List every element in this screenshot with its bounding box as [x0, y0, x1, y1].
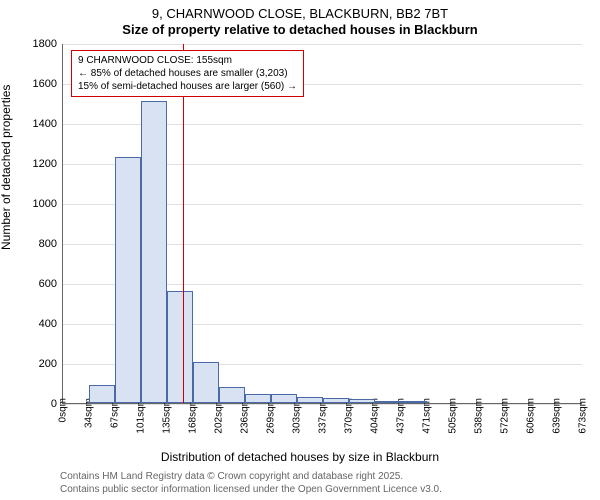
- chart-title-1: 9, CHARNWOOD CLOSE, BLACKBURN, BB2 7BT: [0, 6, 600, 21]
- x-tick-label: 236sqm: [240, 398, 251, 434]
- x-tick-label: 370sqm: [344, 398, 355, 434]
- histogram-bar: [167, 291, 193, 403]
- y-tick-label: 1800: [33, 38, 63, 50]
- annotation-line: ← 85% of detached houses are smaller (3,…: [78, 67, 297, 80]
- y-axis-label: Number of detached properties: [0, 85, 13, 250]
- x-tick-label: 269sqm: [266, 398, 277, 434]
- y-tick-label: 1000: [33, 198, 63, 210]
- histogram-bar: [271, 394, 297, 403]
- annotation-box: 9 CHARNWOOD CLOSE: 155sqm← 85% of detach…: [71, 50, 304, 97]
- plot-area: 0200400600800100012001400160018000sqm34s…: [62, 44, 582, 404]
- histogram-bar: [115, 157, 141, 403]
- grid-line: [63, 44, 582, 45]
- x-tick-label: 572sqm: [500, 398, 511, 434]
- x-tick-label: 168sqm: [188, 398, 199, 434]
- credits-line-2: Contains public sector information licen…: [60, 483, 442, 496]
- y-tick-label: 600: [39, 278, 63, 290]
- annotation-line: 15% of semi-detached houses are larger (…: [78, 80, 297, 93]
- x-tick-label: 337sqm: [318, 398, 329, 434]
- histogram-bar: [375, 401, 401, 403]
- x-tick-label: 673sqm: [578, 398, 589, 434]
- histogram-bar: [245, 394, 271, 403]
- x-tick-label: 505sqm: [448, 398, 459, 434]
- x-tick-label: 101sqm: [136, 398, 147, 434]
- x-tick-label: 135sqm: [162, 398, 173, 434]
- histogram-bar: [349, 399, 375, 403]
- chart-title-2: Size of property relative to detached ho…: [0, 22, 600, 37]
- annotation-line: 9 CHARNWOOD CLOSE: 155sqm: [78, 54, 297, 67]
- y-tick-label: 1400: [33, 118, 63, 130]
- chart-container: 9, CHARNWOOD CLOSE, BLACKBURN, BB2 7BT S…: [0, 0, 600, 500]
- histogram-bar: [89, 385, 115, 403]
- credits-text: Contains HM Land Registry data © Crown c…: [60, 470, 442, 496]
- histogram-bar: [141, 101, 167, 403]
- y-tick-label: 1600: [33, 78, 63, 90]
- histogram-bar: [297, 397, 323, 403]
- x-tick-label: 538sqm: [474, 398, 485, 434]
- x-tick-label: 471sqm: [422, 398, 433, 434]
- histogram-bar: [323, 398, 349, 403]
- x-tick-label: 606sqm: [526, 398, 537, 434]
- credits-line-1: Contains HM Land Registry data © Crown c…: [60, 470, 442, 483]
- x-tick-label: 303sqm: [292, 398, 303, 434]
- x-tick-label: 202sqm: [214, 398, 225, 434]
- y-tick-label: 400: [39, 318, 63, 330]
- y-tick-label: 200: [39, 358, 63, 370]
- reference-line: [183, 44, 184, 403]
- x-tick-label: 437sqm: [396, 398, 407, 434]
- histogram-bar: [219, 387, 245, 403]
- x-axis-label: Distribution of detached houses by size …: [0, 450, 600, 464]
- y-tick-label: 800: [39, 238, 63, 250]
- x-tick-label: 639sqm: [552, 398, 563, 434]
- x-tick-label: 0sqm: [58, 398, 69, 422]
- histogram-bar: [401, 401, 427, 403]
- histogram-bar: [193, 362, 219, 403]
- y-tick-label: 1200: [33, 158, 63, 170]
- x-tick-label: 404sqm: [370, 398, 381, 434]
